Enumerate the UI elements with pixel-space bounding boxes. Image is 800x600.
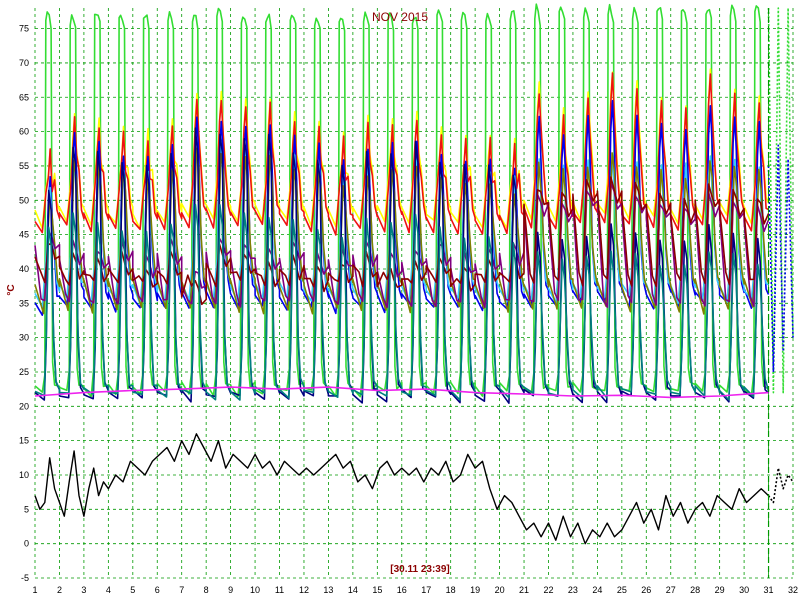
y-tick-label: 0 [24,539,29,549]
series-line-9 [34,203,770,401]
y-tick-label: 50 [19,195,29,205]
y-tick-label: 45 [19,230,29,240]
x-tick-label: 4 [106,585,111,595]
x-tick-label: 11 [275,585,284,595]
chart-title: NOV 2015 [372,10,428,24]
y-tick-label: 70 [19,58,29,68]
series-line-3 [34,99,770,316]
y-tick-label: -5 [21,573,29,583]
series-line-10 [34,386,769,399]
x-tick-label: 5 [130,585,135,595]
x-tick-label: 31 [764,585,774,595]
y-tick-label: 65 [19,92,29,102]
y-tick-label: 5 [24,504,29,514]
x-tick-label: 32 [788,585,798,595]
x-tick-label: 20 [495,585,505,595]
x-tick-label: 8 [204,585,209,595]
series-line-12 [767,7,794,394]
y-axis-label: °C [6,284,17,295]
x-tick-label: 18 [446,585,456,595]
x-tick-label: 14 [348,585,358,595]
x-axis-ticks: 1 2 3 4 5 6 7 8 9 10 11 12 13 14 15 16 17 18 19 20 21 22 23 24 2… [32,585,798,595]
y-tick-label: 25 [19,367,29,377]
y-tick-label: 60 [19,127,29,137]
x-tick-label: 7 [179,585,184,595]
x-tick-label: 10 [250,585,260,595]
x-tick-label: 12 [299,585,309,595]
x-tick-label: 24 [592,585,602,595]
x-tick-label: 3 [81,585,86,595]
series-line-7 [34,176,770,306]
x-tick-label: 22 [543,585,553,595]
x-tick-label: 28 [690,585,700,595]
x-tick-label: 17 [421,585,431,595]
x-tick-label: 27 [666,585,676,595]
x-tick-label: 23 [568,585,578,595]
x-tick-label: 1 [32,585,37,595]
series-group [34,3,794,545]
x-tick-label: 29 [715,585,725,595]
y-tick-label: 15 [19,436,29,446]
x-tick-label: 6 [155,585,160,595]
y-axis-ticks: -5 0 5 10 15 20 25 30 35 40 45 50 55 60 65 70 75 [19,24,29,583]
x-tick-label: 13 [323,585,333,595]
series-line-13 [767,144,794,373]
y-tick-label: 35 [19,298,29,308]
cursor-timestamp: [30.11 23:39] [390,564,450,575]
y-tick-label: 55 [19,161,29,171]
x-tick-label: 16 [397,585,407,595]
x-tick-label: 30 [739,585,749,595]
x-tick-label: 2 [57,585,62,595]
series-line-14 [767,467,794,504]
y-tick-label: 30 [19,333,29,343]
x-tick-label: 15 [372,585,382,595]
x-tick-label: 21 [519,585,529,595]
x-tick-label: 25 [617,585,627,595]
y-tick-label: 20 [19,401,29,411]
x-tick-label: 19 [470,585,480,595]
x-tick-label: 9 [228,585,233,595]
y-tick-label: 40 [19,264,29,274]
x-tick-label: 26 [641,585,651,595]
y-tick-label: 75 [19,24,29,34]
y-tick-label: 10 [19,470,29,480]
series-line-11 [34,433,769,545]
